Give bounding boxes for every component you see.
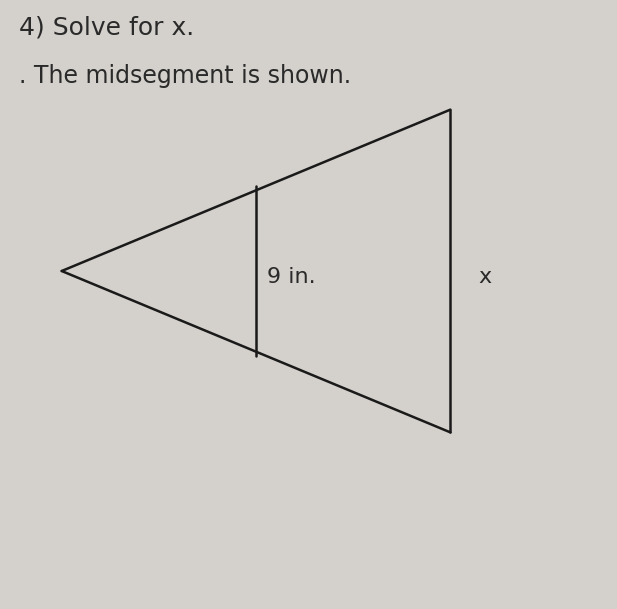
Text: . The midsegment is shown.: . The midsegment is shown.: [19, 64, 350, 88]
Text: 4) Solve for x.: 4) Solve for x.: [19, 15, 194, 39]
Text: x: x: [478, 267, 491, 287]
Text: 9 in.: 9 in.: [267, 267, 315, 287]
